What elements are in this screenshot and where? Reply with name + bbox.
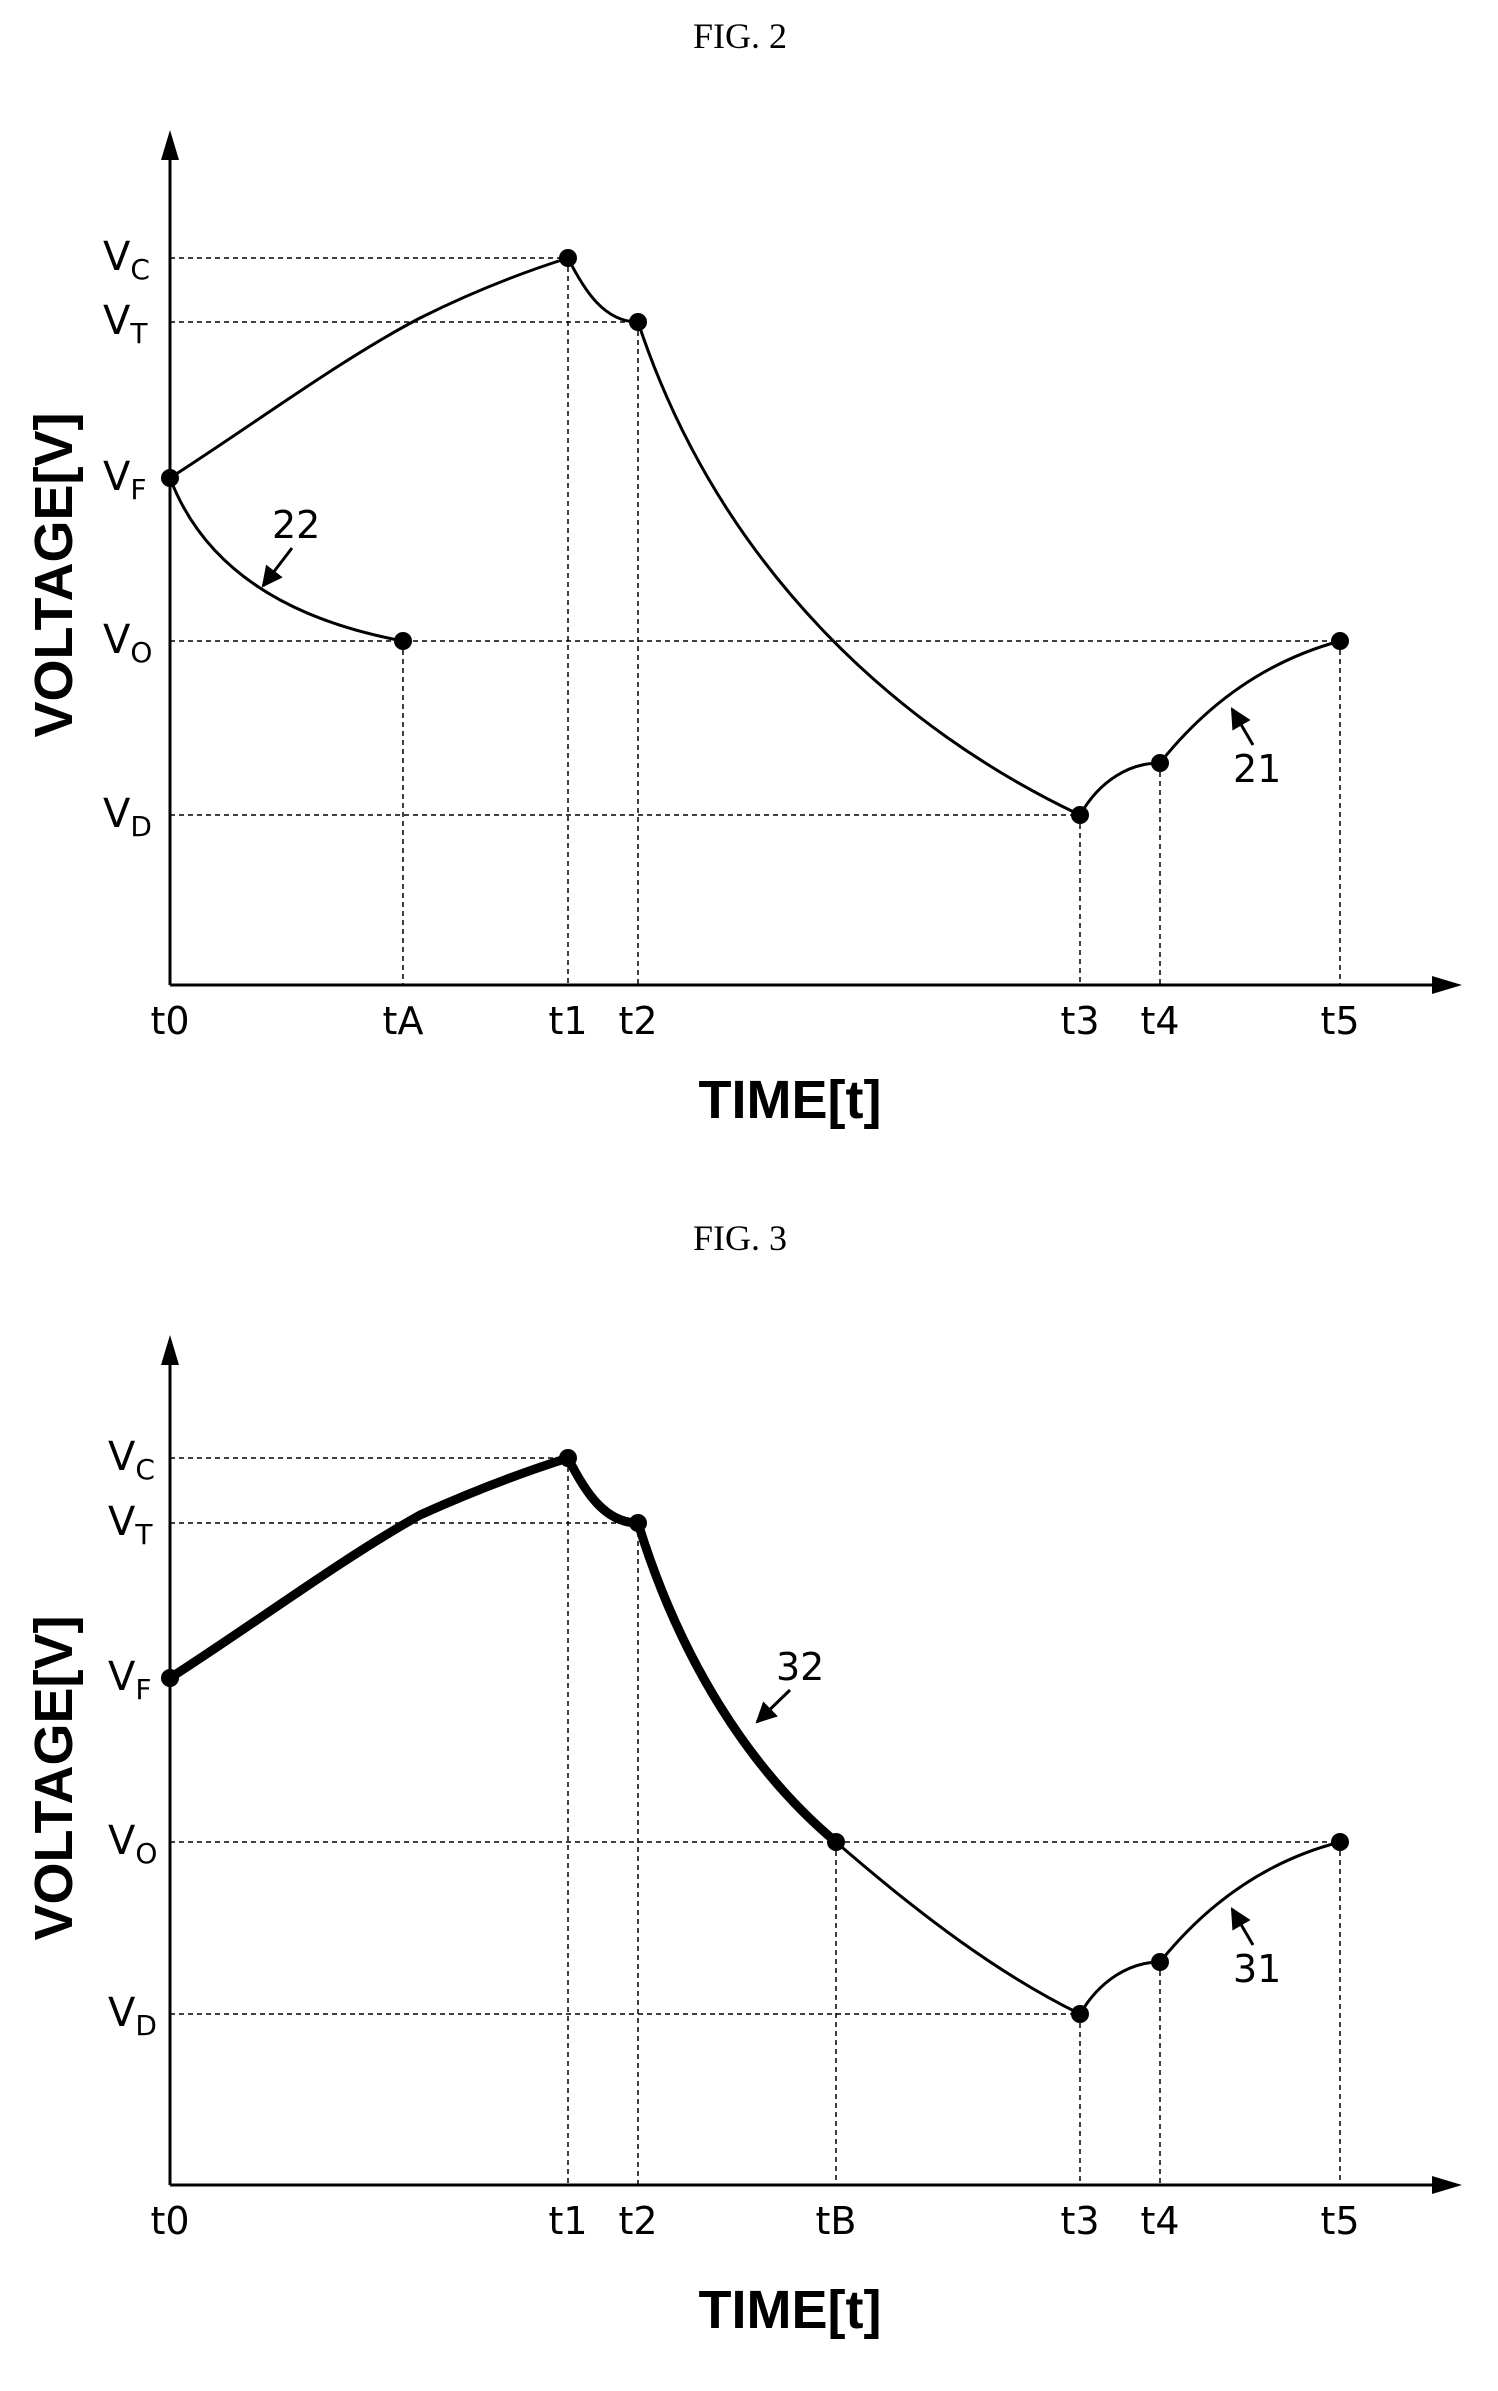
figure-2-point-t4 — [1151, 754, 1169, 772]
figure-3-segment-tb-t3 — [834, 1840, 1082, 2016]
figure-2-x-axis-arrow — [1432, 976, 1462, 994]
figure-2-y-axis-title: VOLTAGE[V] — [24, 413, 84, 738]
figure-3-segment-t4-t5 — [1158, 1840, 1342, 1964]
figure-2-segment-t3-t4 — [1078, 761, 1162, 817]
figure-2-segment-t2-t3 — [636, 320, 1082, 817]
x-tick-label: t4 — [1140, 2199, 1179, 2243]
figure-3-segment-t0-t1-bold — [165, 1453, 573, 1683]
figure-3-reference-32: 32 — [755, 1645, 824, 1724]
figure-3-segment-t1-t2-bold — [563, 1453, 643, 1528]
y-level-label: VO — [108, 1818, 157, 1870]
x-tick-label: t2 — [618, 2199, 657, 2243]
y-level-label: VT — [103, 298, 148, 350]
reference-label: 32 — [776, 1645, 824, 1689]
y-level-label: VC — [103, 234, 150, 286]
reference-label: 21 — [1233, 747, 1281, 791]
figure-3-point-vf — [161, 1669, 179, 1687]
figure-3-y-axis-arrow — [161, 1335, 179, 1365]
figure-2-point-t5 — [1331, 632, 1349, 650]
figure-2-axes — [161, 130, 1462, 994]
figure-2-point-t2 — [629, 313, 647, 331]
y-level-label: VD — [103, 791, 152, 843]
figure-3-y-axis-title: VOLTAGE[V] — [24, 1616, 84, 1941]
figure-2-curve-21 — [168, 256, 1342, 817]
y-level-label: VF — [108, 1654, 151, 1706]
x-tick-label: t0 — [150, 999, 189, 1043]
x-tick-label: t3 — [1060, 2199, 1099, 2243]
figure-3-point-t1 — [559, 1449, 577, 1467]
figure-3-point-t5 — [1331, 1833, 1349, 1851]
figure-2-reference-21: 21 — [1230, 707, 1281, 791]
figure-2-segment-t0-t1 — [168, 256, 570, 480]
figure-3-points — [161, 1449, 1349, 2023]
x-tick-label: t5 — [1320, 2199, 1359, 2243]
figure-3-x-labels: t0 t1 t2 tB t3 t4 t5 — [150, 2199, 1359, 2243]
reference-label: 22 — [272, 503, 320, 547]
x-tick-label: t2 — [618, 999, 657, 1043]
figure-2-point-t1 — [559, 249, 577, 267]
y-level-label: VO — [103, 617, 152, 669]
figure-3-segment-t3-t4 — [1078, 1960, 1162, 2016]
figure-3-curve-32 — [165, 1453, 841, 1847]
y-level-label: VT — [108, 1499, 153, 1551]
figure-3-arrow-31 — [1230, 1907, 1255, 1946]
figure-2-segment-t1-t2 — [566, 256, 640, 324]
figure-2-curve-22 — [168, 476, 405, 643]
x-tick-label: t1 — [548, 999, 587, 1043]
figure-3-reference-31: 31 — [1230, 1907, 1281, 1991]
figure-3-point-t3 — [1071, 2005, 1089, 2023]
figure-2-x-axis-title: TIME[t] — [699, 1070, 882, 1130]
figure-3-y-labels: VC VT VF VO VD — [108, 1434, 157, 2042]
reference-label: 31 — [1233, 1947, 1281, 1991]
y-level-label: VC — [108, 1434, 155, 1486]
figure-2-segment-t0-ta — [168, 476, 405, 643]
figure-2-point-t3 — [1071, 806, 1089, 824]
figure-2-y-labels: VC VT VF VO VD — [103, 234, 152, 843]
x-tick-label: tA — [383, 999, 424, 1043]
figure-2-arrow-22 — [261, 547, 294, 588]
y-level-label: VF — [103, 454, 146, 506]
figure-2-guides — [170, 257, 1341, 985]
figure-3-point-t2 — [629, 1514, 647, 1532]
figure-2-y-axis-arrow — [161, 130, 179, 160]
figure-2-title: FIG. 2 — [693, 16, 787, 56]
figure-3-curve-31 — [834, 1840, 1342, 2016]
x-tick-label: tB — [816, 2199, 857, 2243]
x-tick-label: t0 — [150, 2199, 189, 2243]
figure-3-arrow-32 — [755, 1688, 792, 1724]
figure-3-x-axis-title: TIME[t] — [699, 2280, 882, 2340]
figure-3-point-t4 — [1151, 1953, 1169, 1971]
figure-2-point-ta — [394, 632, 412, 650]
x-tick-label: t3 — [1060, 999, 1099, 1043]
figure-2-point-vf — [161, 469, 179, 487]
figure-2-x-labels: t0 tA t1 t2 t3 t4 t5 — [150, 999, 1359, 1043]
figure-3-title: FIG. 3 — [693, 1218, 787, 1258]
figure-3-guides — [170, 1457, 1341, 2185]
figure-2-segment-t4-t5 — [1158, 639, 1342, 765]
figure-2-reference-22: 22 — [261, 503, 320, 588]
x-tick-label: t4 — [1140, 999, 1179, 1043]
x-tick-label: t5 — [1320, 999, 1359, 1043]
y-level-label: VD — [108, 1990, 157, 2042]
figure-3-x-axis-arrow — [1432, 2176, 1462, 2194]
figure-2-points — [161, 249, 1349, 824]
figure-3-segment-t2-tb-bold — [633, 1518, 841, 1847]
figure-3-point-tb — [827, 1833, 845, 1851]
x-tick-label: t1 — [548, 2199, 587, 2243]
figure-2-arrow-21 — [1230, 707, 1255, 746]
figure-3: FIG. 3 — [24, 1218, 1462, 2340]
figure-2: FIG. 2 — [24, 16, 1462, 1130]
figure-3-axes — [161, 1335, 1462, 2194]
